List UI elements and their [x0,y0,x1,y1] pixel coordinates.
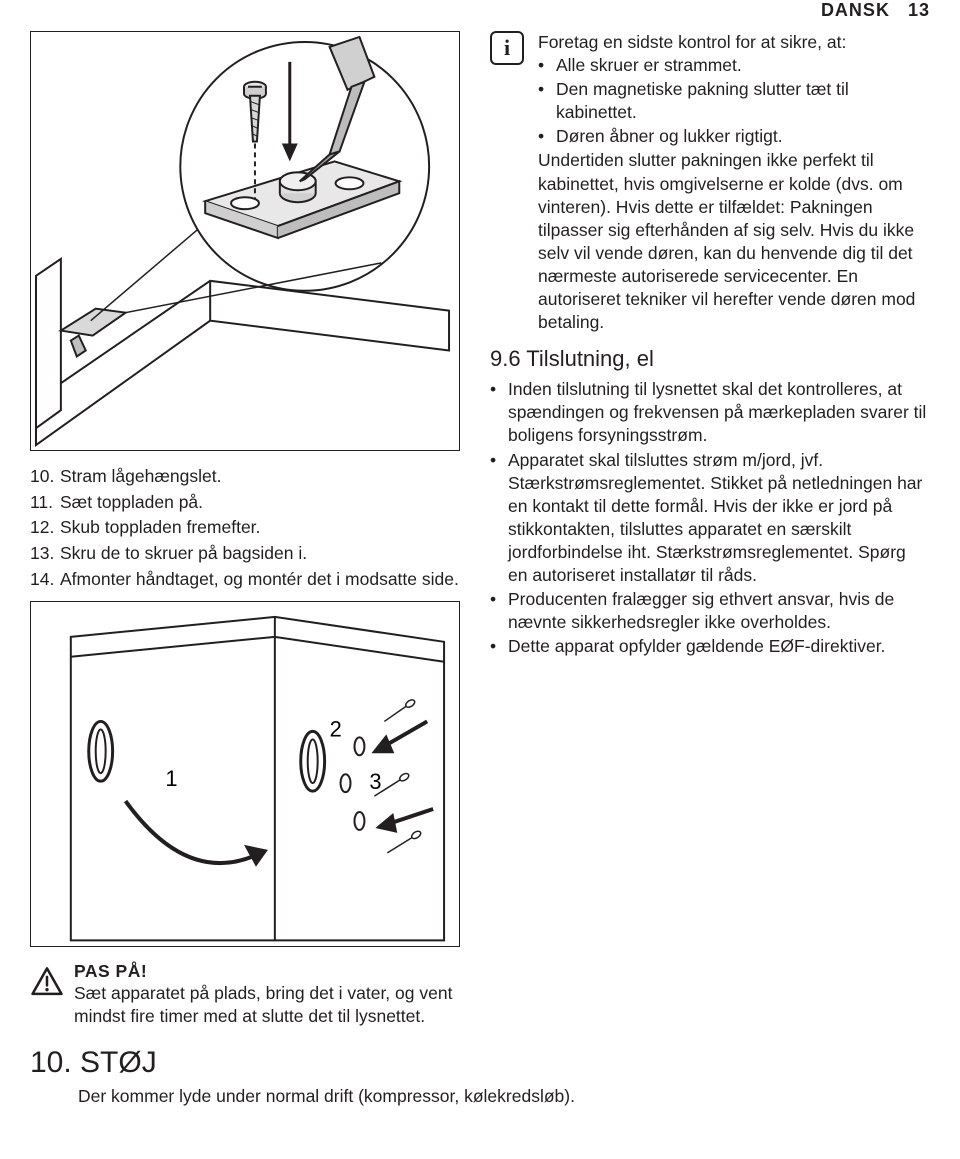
list-item: Apparatet skal tilsluttes strøm m/jord, … [490,449,930,588]
fig-label-1: 1 [165,766,177,791]
left-column: 10.Stram lågehængslet. 11.Sæt toppladen … [30,31,460,1028]
list-item: 13.Skru de to skruer på bagsiden i. [30,542,460,566]
figure-handle-swap: 1 2 3 [30,601,460,946]
info-bullet-list: Alle skruer er strammet. Den magnetiske … [538,54,930,148]
list-item: 10.Stram lågehængslet. [30,465,460,489]
info-icon: i [490,31,524,65]
list-item: Døren åbner og lukker rigtigt. [538,125,930,148]
section-heading-96: 9.6 Tilslutning, el [490,346,930,372]
section-10-body: Der kommer lyde under normal drift (komp… [0,1080,960,1107]
info-block: i Foretag en sidste kontrol for at sikre… [490,31,930,334]
step-list: 10.Stram lågehængslet. 11.Sæt toppladen … [30,465,460,591]
list-item: 14.Afmonter håndtaget, og montér det i m… [30,568,460,592]
header-lang: DANSK [821,0,890,20]
section-heading-10: 10. STØJ [0,1046,960,1080]
section-bullet-list: Inden tilslutning til lysnettet skal det… [490,378,930,658]
list-item: Den magnetiske pakning slutter tæt til k… [538,78,930,124]
two-column-layout: 10.Stram lågehængslet. 11.Sæt toppladen … [0,31,960,1028]
page-header: DANSK 13 [0,0,960,31]
warning-text: PAS PÅ! Sæt apparatet på plads, bring de… [74,961,460,1028]
list-item: 12.Skub toppladen fremefter. [30,516,460,540]
list-item: Alle skruer er strammet. [538,54,930,77]
list-item: 11.Sæt toppladen på. [30,491,460,515]
handle-illustration: 1 2 3 [31,602,459,945]
warning-block: PAS PÅ! Sæt apparatet på plads, bring de… [30,961,460,1028]
hinge-illustration [31,32,459,450]
info-tail: Undertiden slutter pakningen ikke perfek… [538,149,930,334]
header-page: 13 [908,0,930,20]
right-column: i Foretag en sidste kontrol for at sikre… [490,31,930,1028]
list-item: Inden tilslutning til lysnettet skal det… [490,378,930,447]
info-text: Foretag en sidste kontrol for at sikre, … [538,31,930,334]
warning-title: PAS PÅ! [74,961,460,982]
warning-icon [30,965,64,999]
warning-body: Sæt apparatet på plads, bring det i vate… [74,982,460,1028]
fig-label-3: 3 [369,769,381,794]
list-item: Dette apparat opfylder gældende EØF-dire… [490,635,930,658]
list-item: Producenten fralægger sig ethvert ansvar… [490,588,930,634]
info-intro: Foretag en sidste kontrol for at sikre, … [538,31,930,54]
figure-hinge-detail [30,31,460,451]
fig-label-2: 2 [330,717,342,742]
